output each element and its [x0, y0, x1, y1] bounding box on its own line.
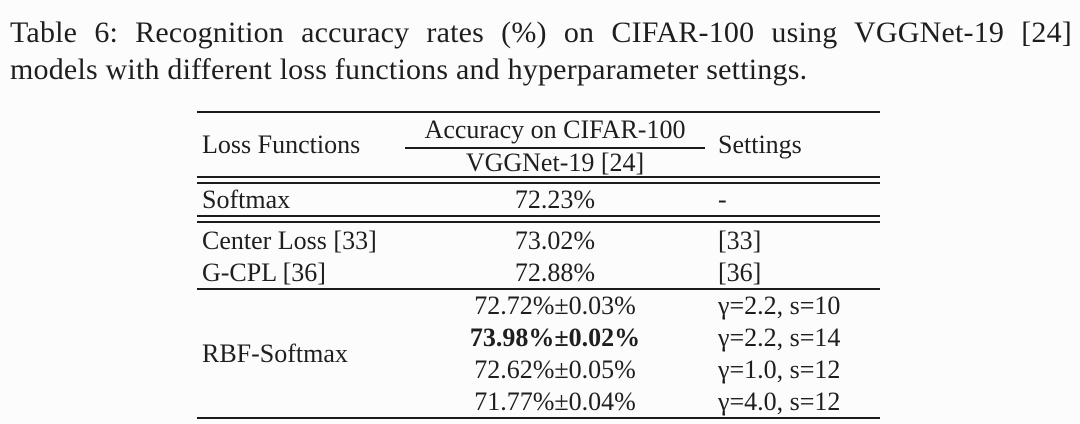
rbf-2-accuracy-cell-best: 73.98%±0.02% [469, 323, 641, 352]
header-fraction-rule [405, 147, 705, 149]
table-bottom-rule [197, 417, 880, 419]
caption-line-2: models with different loss functions and… [10, 53, 808, 86]
gcpl-bottom-rule [197, 288, 880, 290]
table-header-row: Loss Functions Accuracy on CIFAR-100 VGG… [197, 113, 880, 176]
table-row-softmax: Softmax 72.23% - [197, 184, 880, 215]
gcpl-accuracy-cell: 72.88% [514, 258, 596, 287]
results-table: Loss Functions Accuracy on CIFAR-100 VGG… [197, 111, 880, 419]
center-loss-settings-cell: [33] [718, 225, 762, 255]
rbf-softmax-loss-cell: RBF-Softmax [202, 338, 348, 368]
table-row-gcpl: G-CPL [36] 72.88% [36] [197, 258, 880, 288]
table-row-center-loss: Center Loss [33] 73.02% [33] [197, 223, 880, 258]
table-caption: Table 6: Recognition accuracy rates (%) … [10, 14, 1072, 88]
rbf-4-settings-cell: γ=4.0, s=12 [718, 386, 841, 416]
rbf-3-settings-cell: γ=1.0, s=12 [718, 355, 841, 384]
softmax-accuracy-cell: 72.23% [514, 184, 596, 214]
header-settings: Settings [718, 129, 802, 159]
table-top-rule [197, 111, 880, 113]
gcpl-loss-cell: G-CPL [36] [202, 258, 326, 287]
table-row-rbf-1: 72.72%±0.03% γ=2.2, s=10 [405, 290, 880, 322]
header-accuracy-stack: Accuracy on CIFAR-100 VGGNet-19 [24] [405, 113, 705, 176]
softmax-loss-cell: Softmax [202, 184, 291, 214]
header-accuracy-model: VGGNet-19 [24] [465, 148, 645, 177]
gcpl-settings-cell: [36] [718, 258, 762, 287]
rbf-1-accuracy-cell: 72.72%±0.03% [474, 291, 636, 320]
table-row-rbf-2: 73.98%±0.02% γ=2.2, s=14 [405, 322, 880, 354]
header-accuracy-dataset: Accuracy on CIFAR-100 [424, 115, 686, 144]
rbf-softmax-entry-rows: 72.72%±0.03% γ=2.2, s=10 73.98%±0.02% γ=… [405, 290, 880, 417]
softmax-double-rule [197, 215, 880, 223]
softmax-settings-cell: - [718, 184, 727, 214]
rbf-2-settings-cell: γ=2.2, s=14 [718, 323, 841, 352]
center-loss-loss-cell: Center Loss [33] [202, 225, 377, 255]
rbf-1-settings-cell: γ=2.2, s=10 [718, 291, 841, 320]
center-loss-accuracy-cell: 73.02% [514, 225, 596, 255]
table-section-rbf-softmax: RBF-Softmax 72.72%±0.03% γ=2.2, s=10 73.… [197, 290, 880, 417]
header-loss-functions: Loss Functions [202, 129, 361, 159]
caption-line-1: Table 6: Recognition accuracy rates (%) … [10, 16, 1072, 49]
rbf-3-accuracy-cell: 72.62%±0.05% [474, 355, 636, 384]
table-row-rbf-3: 72.62%±0.05% γ=1.0, s=12 [405, 354, 880, 386]
header-double-rule [197, 176, 880, 184]
rbf-4-accuracy-cell: 71.77%±0.04% [474, 386, 636, 416]
table-row-rbf-4: 71.77%±0.04% γ=4.0, s=12 [405, 386, 880, 417]
